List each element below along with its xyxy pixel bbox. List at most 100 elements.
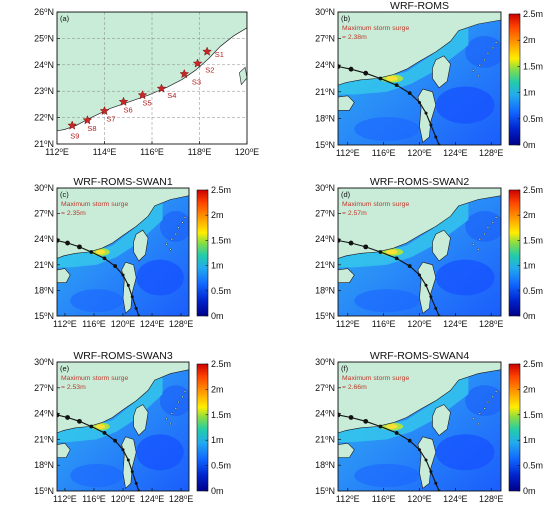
track-point <box>134 306 138 310</box>
track-point <box>363 70 369 76</box>
lon-tick-label: 128oE <box>169 319 193 329</box>
max-surge-note: Maximum storm surge <box>342 201 409 208</box>
lat-tick-label: 30oN <box>315 357 335 367</box>
track-point <box>77 418 82 424</box>
map-area <box>57 12 247 144</box>
track-point <box>113 438 117 443</box>
panel-b: Maximum storm surge = 2.38m (b) WRF-ROMS 15o… <box>315 0 543 158</box>
surge-peak <box>95 249 106 255</box>
lat-tick-label: 21oN <box>315 434 335 444</box>
sea-patch <box>354 117 420 142</box>
track-point <box>394 431 399 435</box>
lat-tick-label: 27oN <box>315 209 335 219</box>
track-point <box>394 83 399 88</box>
max-surge-value: = 2.57m <box>342 210 367 217</box>
hainan <box>338 268 355 284</box>
track-point <box>121 273 125 277</box>
island <box>174 407 177 410</box>
track-point <box>121 448 125 452</box>
taiwan <box>432 229 451 262</box>
lon-tick-label: 116oE <box>82 494 106 504</box>
sea-patch <box>435 434 495 471</box>
station-label: S2 <box>205 66 214 75</box>
colorbar-label: 2m <box>523 384 536 394</box>
map-area <box>57 188 189 316</box>
sea-patch <box>465 35 501 68</box>
hainan <box>338 442 355 458</box>
surge-peak <box>386 249 398 255</box>
colorbar-label: 0.5m <box>523 114 543 124</box>
island <box>495 216 498 219</box>
colorbar-label: 0m <box>211 311 224 321</box>
island <box>486 400 490 404</box>
land <box>57 188 189 259</box>
lon-tick-label: 120oE <box>407 148 431 158</box>
station-label: S6 <box>124 105 133 114</box>
track-point <box>394 256 399 261</box>
station-marker <box>156 83 167 93</box>
lat-tick-label: 15oN <box>315 311 335 321</box>
hainan <box>57 268 71 284</box>
sea-patch <box>136 259 184 296</box>
island <box>491 46 494 50</box>
lon-tick-label: 112oE <box>53 319 77 329</box>
lon-tick-label: 112oE <box>336 148 360 158</box>
lon-tick-label: 124oE <box>140 494 164 504</box>
land <box>338 188 501 259</box>
colorbar-label: 0m <box>523 486 536 496</box>
island <box>165 243 168 246</box>
track-point <box>126 283 130 287</box>
colorbar-label: 2m <box>523 35 536 45</box>
track-point <box>434 481 438 485</box>
island <box>239 66 247 86</box>
lon-tick-label: 124oE <box>443 494 467 504</box>
lat-tick-label: 18oN <box>315 113 335 123</box>
colorbar <box>508 189 521 317</box>
track-point <box>407 438 412 443</box>
island <box>169 248 172 251</box>
island <box>177 226 180 229</box>
land <box>57 362 189 434</box>
sea-patch <box>136 434 184 471</box>
colorbar <box>508 13 521 146</box>
station-marker <box>179 68 190 79</box>
sea-patch <box>435 259 495 296</box>
track-point <box>434 306 438 310</box>
station-marker <box>137 90 148 100</box>
colorbar-label: 2m <box>211 210 224 220</box>
hainan <box>338 95 355 111</box>
colorbar-label: 1.5m <box>523 410 543 420</box>
lat-tick-label: 24oN <box>34 409 54 419</box>
track-point <box>65 415 70 420</box>
island <box>483 407 486 410</box>
taiwan <box>432 55 451 89</box>
track-point <box>407 91 412 96</box>
track-point <box>429 295 433 299</box>
lat-tick-label: 30oN <box>34 183 54 193</box>
track-point <box>102 256 107 261</box>
colorbar-label: 1m <box>211 435 224 445</box>
lat-tick-label: 27oN <box>315 34 335 44</box>
land <box>338 12 501 86</box>
track-point <box>434 135 438 139</box>
island <box>472 417 475 420</box>
lon-tick-label: 116oE <box>140 147 164 157</box>
station-label: S1 <box>215 50 224 59</box>
track-point <box>89 424 94 429</box>
max-surge-value: = 2.66m <box>342 384 367 391</box>
max-surge-value: = 2.53m <box>61 384 86 391</box>
island <box>174 232 177 236</box>
colorbar <box>508 363 521 492</box>
lon-tick-label: 128oE <box>479 319 503 329</box>
island <box>177 400 180 404</box>
island <box>477 248 480 251</box>
lat-tick-label: 30oN <box>315 7 335 17</box>
surge-peak <box>386 424 398 429</box>
station-marker <box>99 105 110 116</box>
taiwan <box>133 229 149 262</box>
sea-patch <box>159 385 189 417</box>
station-label: S7 <box>106 115 115 124</box>
panel-title: WRF-ROMS-SWAN3 <box>73 350 173 362</box>
station-marker <box>67 120 78 130</box>
